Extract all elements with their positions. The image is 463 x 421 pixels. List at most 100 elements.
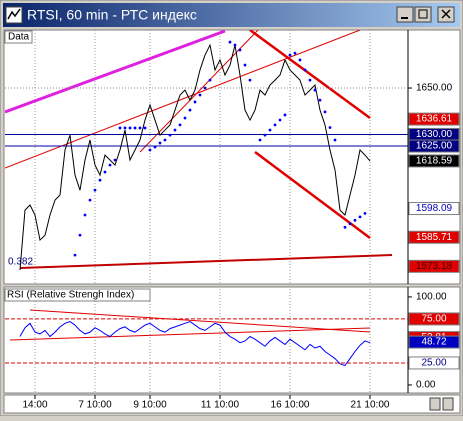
sar-dot xyxy=(133,126,137,130)
value-marker-label: 1598.09 xyxy=(416,203,453,214)
sar-dot xyxy=(313,88,317,92)
x-tick-label: 21 10:00 xyxy=(351,400,390,411)
sar-dot xyxy=(183,116,187,120)
sar-dot xyxy=(208,78,212,82)
sar-dot xyxy=(148,148,152,152)
scroll-left[interactable] xyxy=(429,397,441,411)
sar-dot xyxy=(153,145,157,149)
pane-label-box xyxy=(4,30,33,44)
y-tick-label: 0.00 xyxy=(416,380,436,391)
value-marker-label: 1625.00 xyxy=(416,141,453,152)
sar-dot xyxy=(228,40,232,44)
sar-dot xyxy=(83,213,87,217)
scroll-right[interactable] xyxy=(442,397,454,411)
sar-dot xyxy=(73,253,77,257)
sar-dot xyxy=(283,113,287,117)
sar-dot xyxy=(358,215,362,219)
sar-dot xyxy=(233,43,237,47)
sar-dot xyxy=(318,98,322,102)
trendline xyxy=(5,30,226,114)
sar-dot xyxy=(173,128,177,132)
scroll-controls[interactable] xyxy=(429,397,454,411)
sar-dot xyxy=(203,86,207,90)
value-marker xyxy=(408,154,460,168)
trendline xyxy=(29,309,371,333)
sar-dot xyxy=(363,211,367,215)
trendline xyxy=(249,30,371,120)
series-line xyxy=(19,321,371,367)
sar-dot xyxy=(143,126,147,130)
value-marker xyxy=(408,202,460,216)
price-pane xyxy=(3,29,461,285)
icon-glyph xyxy=(7,8,21,20)
x-tick-label: 7 10:00 xyxy=(78,400,112,411)
close-glyph xyxy=(441,9,451,19)
sar-dot xyxy=(258,138,262,142)
trendline xyxy=(19,254,393,269)
sar-dot xyxy=(108,163,112,167)
value-marker xyxy=(408,259,460,273)
sar-dot xyxy=(163,138,167,142)
sar-dot xyxy=(343,225,347,229)
x-tick-label: 11 10:00 xyxy=(201,400,240,411)
sar-dot xyxy=(308,78,312,82)
maximize-glyph xyxy=(418,9,428,19)
sar-dot xyxy=(93,188,97,192)
sar-dot xyxy=(268,128,272,132)
trendline xyxy=(9,327,371,341)
sar-dot xyxy=(178,123,182,127)
maximize-button[interactable] xyxy=(414,6,432,23)
sar-dot xyxy=(118,126,122,130)
value-marker xyxy=(408,356,460,370)
sar-dot xyxy=(138,126,142,130)
plot-layer xyxy=(5,40,408,271)
sar-dot xyxy=(298,58,302,62)
rsi-pane xyxy=(3,286,461,394)
sar-dot xyxy=(188,108,192,112)
trendline xyxy=(139,30,259,153)
value-marker-label: 1636.61 xyxy=(416,114,453,125)
sar-dot xyxy=(243,63,247,67)
x-tick-label: 16 10:00 xyxy=(271,400,310,411)
value-marker xyxy=(408,230,460,244)
sar-dot xyxy=(103,170,107,174)
price-trendlines xyxy=(5,30,393,269)
value-marker-label: 1630.00 xyxy=(416,129,453,140)
sar-dot xyxy=(88,198,92,202)
sar-dot xyxy=(328,126,332,129)
sar-dot xyxy=(158,141,162,145)
x-tick-label: 14:00 xyxy=(22,400,47,411)
value-marker-label: 25.00 xyxy=(421,358,446,369)
sar-dot xyxy=(293,51,297,55)
title-bar xyxy=(3,3,460,27)
rsi-title: RSI (Relative Strengh Index) xyxy=(7,290,134,301)
sar-dot xyxy=(348,222,352,226)
sar-dot xyxy=(248,78,252,82)
value-marker-label: 1585.71 xyxy=(416,232,453,243)
sar-dot xyxy=(273,123,277,127)
sar-dot xyxy=(98,178,102,182)
value-marker xyxy=(408,335,460,349)
sar-dot xyxy=(128,126,132,130)
sar-dot xyxy=(278,118,282,122)
y-tick-label: 1650.00 xyxy=(416,83,453,94)
sar-dot xyxy=(238,48,242,52)
sar-dot xyxy=(78,233,82,237)
series-line xyxy=(19,43,371,271)
value-marker xyxy=(408,112,460,126)
sar-dot xyxy=(288,53,292,57)
sar-dot xyxy=(113,158,117,162)
rsi-label-box xyxy=(4,288,151,302)
minimize-button[interactable] xyxy=(396,6,414,23)
sar-dot xyxy=(168,133,172,137)
value-marker-label: 1573.18 xyxy=(416,261,453,272)
plot-layer xyxy=(5,318,408,367)
time-axis xyxy=(3,394,461,414)
sar-dot xyxy=(353,218,357,222)
window-buttons[interactable] xyxy=(396,6,455,23)
sar-dot xyxy=(333,138,337,142)
value-marker-label: 48.72 xyxy=(421,337,446,348)
value-marker xyxy=(408,139,460,153)
sar-dot xyxy=(123,126,127,130)
